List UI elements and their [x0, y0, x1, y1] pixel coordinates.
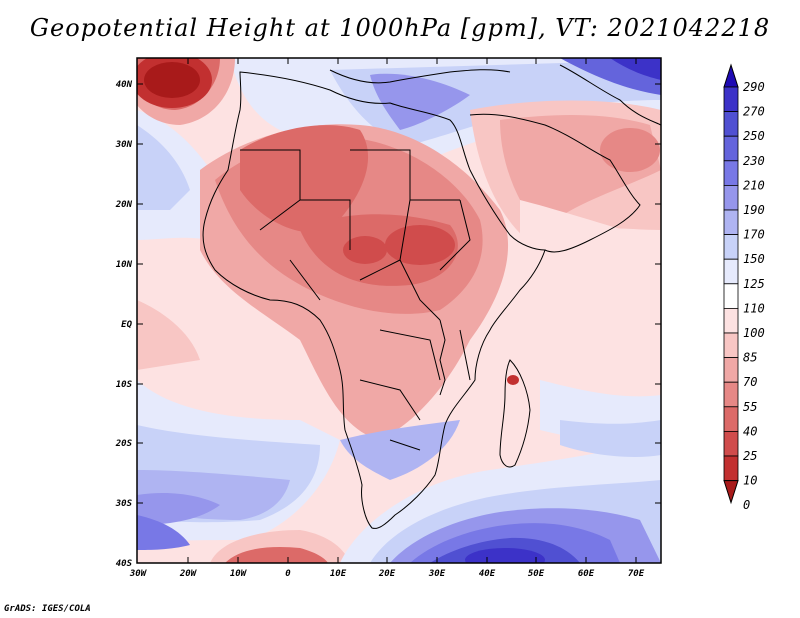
colorbar-level-label: 25 — [743, 449, 757, 463]
lon-label: 10W — [230, 569, 248, 579]
arabia-coastline — [469, 113, 641, 253]
colorbar-level-label: 55 — [743, 400, 757, 414]
colorbar-level-label: 100 — [743, 326, 765, 340]
field-nw-low-4 — [144, 62, 200, 98]
lat-label: EQ — [121, 320, 132, 330]
colorbar-level-label: 270 — [743, 105, 765, 119]
coastlines — [202, 64, 661, 529]
lon-label: 10E — [330, 569, 347, 579]
lon-label: 30W — [129, 569, 148, 579]
colorbar-swatch — [723, 430, 739, 457]
grads-credit: GrADS: IGES/COLA — [4, 604, 91, 614]
lat-label: 40N — [116, 80, 133, 90]
lon-label: 30E — [428, 569, 446, 579]
lon-label: 70E — [628, 569, 645, 579]
colorbar-swatch — [723, 406, 739, 432]
lon-label: 20E — [378, 569, 396, 579]
lat-label: 20N — [115, 200, 133, 210]
map-frame — [136, 57, 662, 564]
colorbar-level-label: 230 — [743, 154, 765, 168]
lat-label: 30N — [115, 140, 133, 150]
lat-label: 40S — [116, 559, 133, 569]
madagascar-coastline — [499, 359, 531, 468]
colorbar-swatch — [723, 381, 739, 408]
lon-label: 0 — [285, 569, 291, 579]
colorbar-level-label: 250 — [743, 129, 765, 143]
field-atlantic-north-2 — [137, 125, 190, 210]
colorbar-swatch — [723, 111, 739, 137]
lon-label: 60E — [578, 569, 595, 579]
europe-coastline — [329, 69, 511, 84]
colorbar-level-label: 40 — [743, 424, 757, 438]
lat-label: 10N — [116, 260, 133, 270]
colorbar-swatch — [723, 135, 739, 162]
country-borders — [240, 149, 471, 451]
colorbar-level-label: 125 — [743, 277, 765, 291]
africa-coastline — [202, 71, 546, 529]
lat-labels: 40N 30N 20N 10N EQ 10S 20S 30S 40S — [115, 80, 133, 569]
field-cape-low-2 — [225, 546, 328, 563]
colorbar-level-label: 70 — [743, 375, 757, 389]
colorbar-swatch — [723, 160, 739, 186]
colorbar-level-label: 210 — [743, 178, 765, 192]
colorbar-swatch — [723, 332, 739, 359]
colorbar-level-label: 110 — [743, 301, 765, 315]
lon-labels: 30W 20W 10W 0 10E 20E 30E 40E 50E 60E 70… — [129, 569, 645, 579]
colorbar-level-label: 150 — [743, 252, 765, 266]
colorbar: 2902702502302101901701501251101008570554… — [723, 63, 765, 512]
colorbar-level-label: 290 — [743, 80, 765, 94]
lon-label: 50E — [528, 569, 545, 579]
asia-coastline — [559, 64, 661, 126]
colorbar-swatch — [723, 307, 739, 334]
colorbar-swatch — [723, 86, 739, 113]
axis-ticks — [137, 58, 661, 563]
field-sa-5 — [137, 515, 190, 550]
colorbar-arrow-bottom — [723, 480, 739, 505]
colorbar-swatch — [723, 234, 739, 260]
field-sudan-low — [385, 225, 455, 265]
chart-title: Geopotential Height at 1000hPa [gpm], VT… — [29, 14, 771, 42]
colorbar-level-label: 0 — [743, 498, 750, 512]
colorbar-swatch — [723, 283, 739, 309]
field-chad-low — [343, 236, 387, 264]
lat-label: 10S — [116, 380, 133, 390]
colorbar-swatch — [723, 357, 739, 383]
rift-lakes — [439, 319, 446, 396]
lon-label: 40E — [479, 569, 496, 579]
colorbar-level-label: 190 — [743, 203, 765, 217]
colorbar-level-label: 170 — [743, 228, 765, 242]
lon-label: 20W — [179, 569, 198, 579]
height-field — [137, 58, 661, 563]
field-sa-4 — [137, 493, 220, 525]
lat-label: 30S — [115, 499, 133, 509]
colorbar-arrow-top — [723, 63, 739, 88]
lat-label: 20S — [115, 439, 133, 449]
field-iran-low — [600, 128, 660, 172]
colorbar-swatch — [723, 209, 739, 236]
colorbar-swatch — [723, 455, 739, 482]
colorbar-swatch — [723, 184, 739, 211]
field-se-africa-high — [340, 420, 460, 480]
field-io-east-2 — [560, 420, 661, 457]
field-arabian-sea — [520, 200, 661, 300]
colorbar-level-label: 85 — [743, 351, 757, 365]
field-gulf-guinea — [137, 300, 200, 370]
colorbar-swatch — [723, 258, 739, 285]
colorbar-level-label: 10 — [743, 474, 757, 488]
field-io-6 — [465, 548, 545, 563]
field-ne-high-2 — [610, 58, 661, 80]
field-sahara-low — [240, 125, 369, 233]
field-madagascar-low — [507, 375, 519, 385]
field-med-3 — [370, 73, 470, 130]
